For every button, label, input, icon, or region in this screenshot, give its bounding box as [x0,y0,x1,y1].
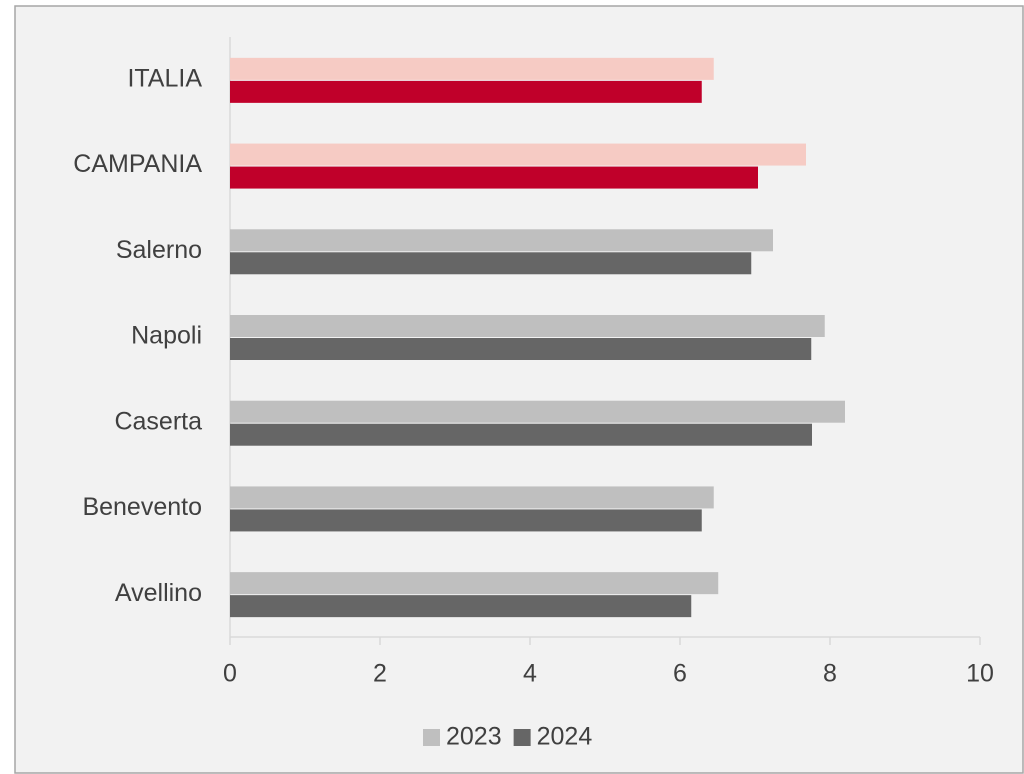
chart-area [14,5,1024,774]
bar [230,166,758,189]
bar [230,338,812,360]
y-tick-label: CAMPANIA [73,150,202,178]
x-tick-label: 0 [223,660,237,688]
bar [230,400,845,423]
x-tick-label: 4 [523,660,537,688]
x-tick-label: 2 [373,660,387,688]
legend-swatch [423,729,440,746]
y-tick-label: Napoli [131,322,202,350]
bar [230,315,825,337]
legend-label: 2023 [446,723,502,751]
bar [230,486,714,509]
y-tick-label: Benevento [82,493,202,521]
bar [230,509,702,532]
bar [230,252,752,275]
legend-label: 2024 [537,723,593,751]
x-tick-label: 8 [823,660,837,688]
bar [230,229,773,252]
bar [230,143,806,166]
bar [230,595,692,618]
bar [230,80,702,103]
y-tick-label: Salerno [116,236,202,264]
bar [230,572,719,595]
x-tick-label: 6 [673,660,687,688]
y-tick-label: ITALIA [127,64,202,92]
y-tick-label: Caserta [114,407,202,435]
y-tick-label: Avellino [115,579,202,607]
bar [230,423,812,446]
legend-swatch [513,729,531,746]
bar [230,57,714,80]
x-tick-label: 10 [966,660,994,688]
